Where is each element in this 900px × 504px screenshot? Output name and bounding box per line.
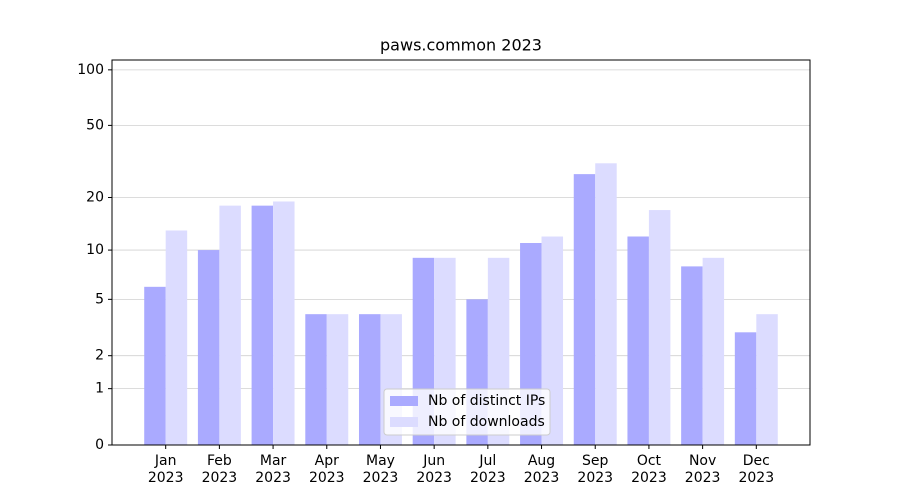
x-tick-label: Dec — [743, 453, 770, 469]
x-tick-label: Jan — [154, 453, 177, 469]
x-tick-label: 2023 — [577, 470, 613, 486]
legend-box — [383, 388, 551, 436]
x-tick-label: 2023 — [255, 470, 291, 486]
x-tick-label: Mar — [260, 453, 287, 469]
x-tick-label: 2023 — [685, 470, 721, 486]
bar — [573, 174, 596, 445]
y-tick-label: 10 — [86, 242, 104, 258]
legend-swatch — [390, 396, 418, 406]
bar — [756, 314, 778, 445]
x-tick-label: Oct — [637, 453, 662, 469]
plot-frame — [111, 59, 811, 446]
y-tick-label: 2 — [95, 348, 104, 364]
bar — [358, 314, 381, 445]
bar — [627, 236, 649, 445]
x-tick-label: 2023 — [470, 470, 506, 486]
bar — [273, 201, 295, 445]
x-tick-label: Feb — [207, 453, 232, 469]
legend-label: Nb of distinct IPs — [428, 393, 545, 409]
x-tick-label: Jul — [478, 453, 496, 469]
x-tick-label: 2023 — [148, 470, 184, 486]
bar — [165, 230, 188, 445]
y-tick-label: 20 — [86, 190, 104, 206]
y-tick-label: 5 — [95, 291, 104, 307]
bar — [197, 250, 220, 445]
x-tick-label: 2023 — [309, 470, 345, 486]
chart-title: paws.common 2023 — [380, 36, 542, 55]
x-tick-label: Nov — [689, 453, 716, 469]
y-tick-label: 100 — [77, 62, 104, 78]
bar — [702, 257, 725, 445]
x-tick-label: Jun — [422, 453, 445, 469]
bar — [251, 205, 274, 445]
x-tick-label: Sep — [582, 453, 609, 469]
bar — [219, 205, 241, 445]
y-tick-label: 0 — [95, 437, 104, 453]
bar — [305, 314, 327, 445]
bar — [648, 210, 671, 445]
legend-label: Nb of downloads — [428, 414, 545, 430]
x-tick-label: 2023 — [202, 470, 238, 486]
x-tick-label: 2023 — [524, 470, 560, 486]
x-tick-label: May — [366, 453, 395, 469]
x-tick-label: Apr — [315, 453, 339, 469]
y-tick-label: 50 — [86, 117, 104, 133]
x-tick-label: 2023 — [363, 470, 399, 486]
x-tick-label: Aug — [528, 453, 555, 469]
bar — [595, 163, 617, 445]
y-tick-label: 1 — [95, 381, 104, 397]
x-tick-label: 2023 — [416, 470, 452, 486]
x-tick-label: 2023 — [738, 470, 774, 486]
legend-swatch — [390, 417, 418, 427]
bar — [326, 314, 349, 445]
bar — [734, 332, 757, 445]
x-tick-label: 2023 — [631, 470, 667, 486]
bar — [144, 286, 166, 445]
bar — [681, 266, 703, 445]
